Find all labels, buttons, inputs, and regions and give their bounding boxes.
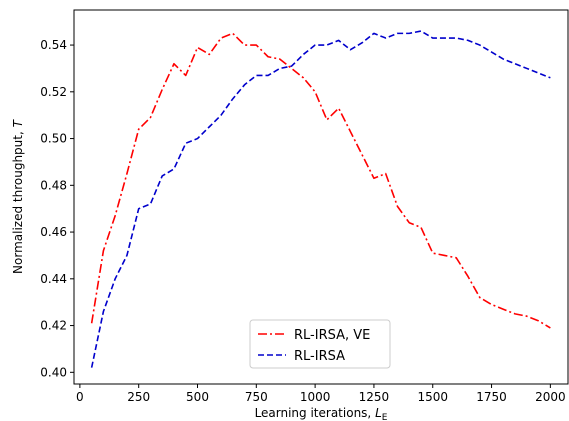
y-tick-label: 0.40 bbox=[40, 365, 67, 379]
x-tick-label: 2000 bbox=[535, 390, 566, 404]
y-tick-label: 0.52 bbox=[40, 85, 67, 99]
y-tick-label: 0.44 bbox=[40, 272, 67, 286]
y-tick-label: 0.48 bbox=[40, 178, 67, 192]
y-tick-label: 0.46 bbox=[40, 225, 67, 239]
series-line-rl-irsa-ve bbox=[90, 32, 551, 329]
series-line-rl-irsa bbox=[90, 30, 551, 368]
y-tick-label: 0.50 bbox=[40, 132, 67, 146]
x-axis-label-subscript: E bbox=[382, 413, 388, 421]
x-axis-label-text: Learning iterations, bbox=[255, 406, 376, 420]
legend-box bbox=[249, 319, 391, 369]
legend-label-rl-irsa-ve: RL-IRSA, VE bbox=[294, 328, 370, 343]
x-tick-label: 1000 bbox=[300, 390, 331, 404]
x-tick-label: 1750 bbox=[476, 390, 507, 404]
x-tick-label: 1250 bbox=[359, 390, 390, 404]
x-tick-label: 500 bbox=[186, 390, 209, 404]
x-axis-label: Learning iterations, LE bbox=[255, 406, 388, 421]
series-layer bbox=[90, 30, 551, 368]
plot-frame bbox=[73, 9, 569, 385]
x-tick-label: 750 bbox=[245, 390, 268, 404]
y-axis-label-text: Normalized throughput, bbox=[11, 127, 25, 274]
x-tick-label: 1500 bbox=[417, 390, 448, 404]
legend: RL-IRSA, VE RL-IRSA bbox=[249, 319, 391, 369]
y-tick-label: 0.54 bbox=[40, 38, 67, 52]
x-tick-label: 250 bbox=[127, 390, 150, 404]
x-axis-label-symbol: L bbox=[375, 406, 382, 420]
y-tick-label: 0.42 bbox=[40, 319, 67, 333]
legend-label-rl-irsa: RL-IRSA bbox=[294, 349, 345, 364]
y-axis-label-symbol: T bbox=[11, 118, 25, 127]
axis-ticks-group: 0 250 500 750 1000 1250 1500 1750 2000 0.40 0.42 0.… bbox=[40, 38, 565, 404]
y-axis-label: Normalized throughput, T bbox=[11, 118, 25, 274]
x-tick-label: 0 bbox=[76, 390, 84, 404]
